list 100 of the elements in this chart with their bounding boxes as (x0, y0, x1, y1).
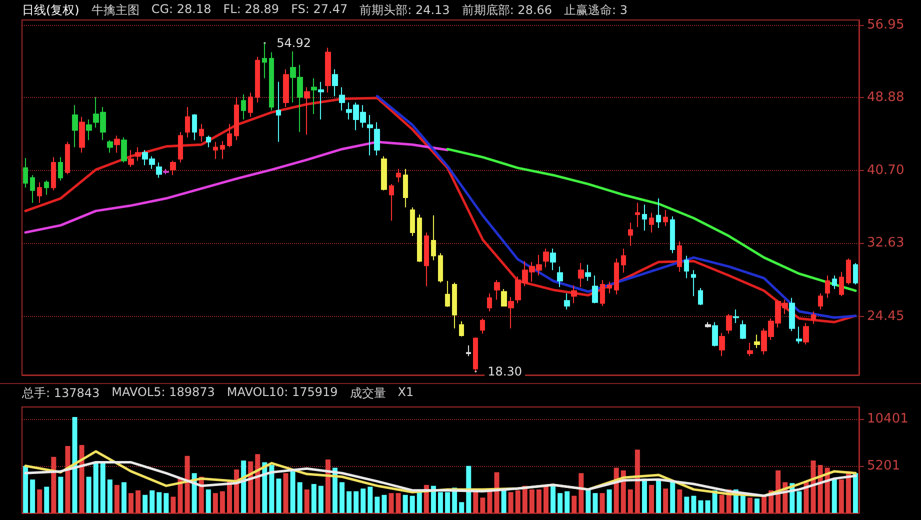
candlestick (832, 274, 837, 290)
bar (107, 479, 112, 513)
candlestick (754, 334, 760, 349)
candlestick (304, 86, 310, 136)
candlestick (107, 140, 113, 154)
candlestick (607, 281, 612, 294)
bar (501, 489, 506, 513)
candlestick (276, 81, 281, 142)
candlestick (72, 104, 78, 148)
candlestick (663, 210, 668, 227)
candlestick (374, 122, 380, 156)
bar (346, 491, 352, 513)
candlestick (649, 212, 654, 233)
y-tick-label: 32.63 (867, 235, 904, 250)
candlestick (846, 258, 851, 285)
y-tick-label: 40.70 (867, 163, 904, 178)
bar (586, 488, 591, 513)
candlestick (318, 81, 324, 120)
bar (466, 466, 472, 513)
bar (65, 446, 70, 513)
bar (600, 493, 605, 513)
candlestick (571, 284, 577, 304)
candlestick (178, 132, 183, 164)
bar (311, 484, 316, 513)
bar (382, 494, 387, 513)
bar (212, 493, 218, 513)
candlestick (445, 280, 450, 308)
candlestick (501, 288, 507, 306)
bar (402, 494, 408, 513)
bar (44, 486, 50, 513)
candlestick (705, 322, 711, 328)
candlestick (410, 206, 415, 237)
bar (368, 486, 373, 513)
text: X1 (398, 385, 414, 401)
candlestick (255, 56, 260, 103)
candlestick (466, 344, 471, 357)
bar (832, 478, 837, 513)
bar (515, 490, 520, 513)
bar (290, 471, 296, 513)
bar (269, 464, 274, 513)
bar (663, 488, 668, 513)
bar (656, 478, 662, 513)
candlestick (550, 248, 556, 271)
bar (360, 488, 366, 513)
bar (592, 493, 598, 513)
candlestick (424, 232, 429, 287)
candlestick (656, 198, 661, 228)
candlestick (803, 322, 809, 346)
candlestick (494, 279, 500, 300)
candlestick (726, 314, 732, 334)
candlestick (227, 123, 232, 148)
candlestick (65, 141, 70, 175)
text: 总手: 137843 (22, 385, 100, 402)
y-tick-label: 48.88 (867, 90, 904, 105)
bar (340, 482, 345, 513)
bar (410, 496, 415, 513)
bar (459, 502, 464, 513)
bar (136, 490, 141, 513)
bar (142, 494, 148, 513)
candlestick (557, 266, 563, 288)
bar (354, 491, 359, 513)
candlestick (381, 156, 387, 191)
bar (388, 493, 394, 513)
candlestick (621, 248, 626, 274)
candlestick (825, 274, 830, 298)
bar (628, 489, 633, 513)
text: 前期底部: 28.66 (462, 2, 552, 19)
annotation: 54.92 (276, 36, 312, 50)
candlestick (698, 288, 703, 306)
bar (93, 463, 98, 513)
bar (508, 492, 514, 513)
bar (164, 493, 169, 513)
candlestick (248, 92, 253, 118)
bar (283, 473, 288, 513)
text: FL: 28.89 (223, 2, 280, 18)
bar (838, 479, 844, 513)
candlestick (128, 149, 134, 168)
candlestick (564, 292, 570, 310)
line-series (376, 94, 857, 319)
text: MAVOL10: 175919 (226, 385, 338, 401)
candlestick (691, 270, 696, 297)
text: 止赢逃命: 3 (564, 2, 628, 19)
bar (634, 450, 640, 513)
candlestick (677, 240, 682, 272)
bar (642, 478, 647, 513)
bar (86, 476, 92, 513)
bar (30, 479, 36, 513)
bar (810, 460, 816, 513)
candlestick (452, 282, 457, 329)
candlestick (818, 292, 823, 310)
candlestick (396, 168, 401, 183)
bar (255, 454, 260, 513)
candlestick (192, 114, 197, 141)
text: 牛擒主图 (91, 2, 140, 19)
candlestick (220, 140, 225, 160)
candlestick (712, 322, 718, 347)
bar (649, 484, 654, 513)
candlestick (487, 292, 492, 312)
candlestick (283, 68, 289, 108)
text: 成交量 (350, 385, 386, 402)
